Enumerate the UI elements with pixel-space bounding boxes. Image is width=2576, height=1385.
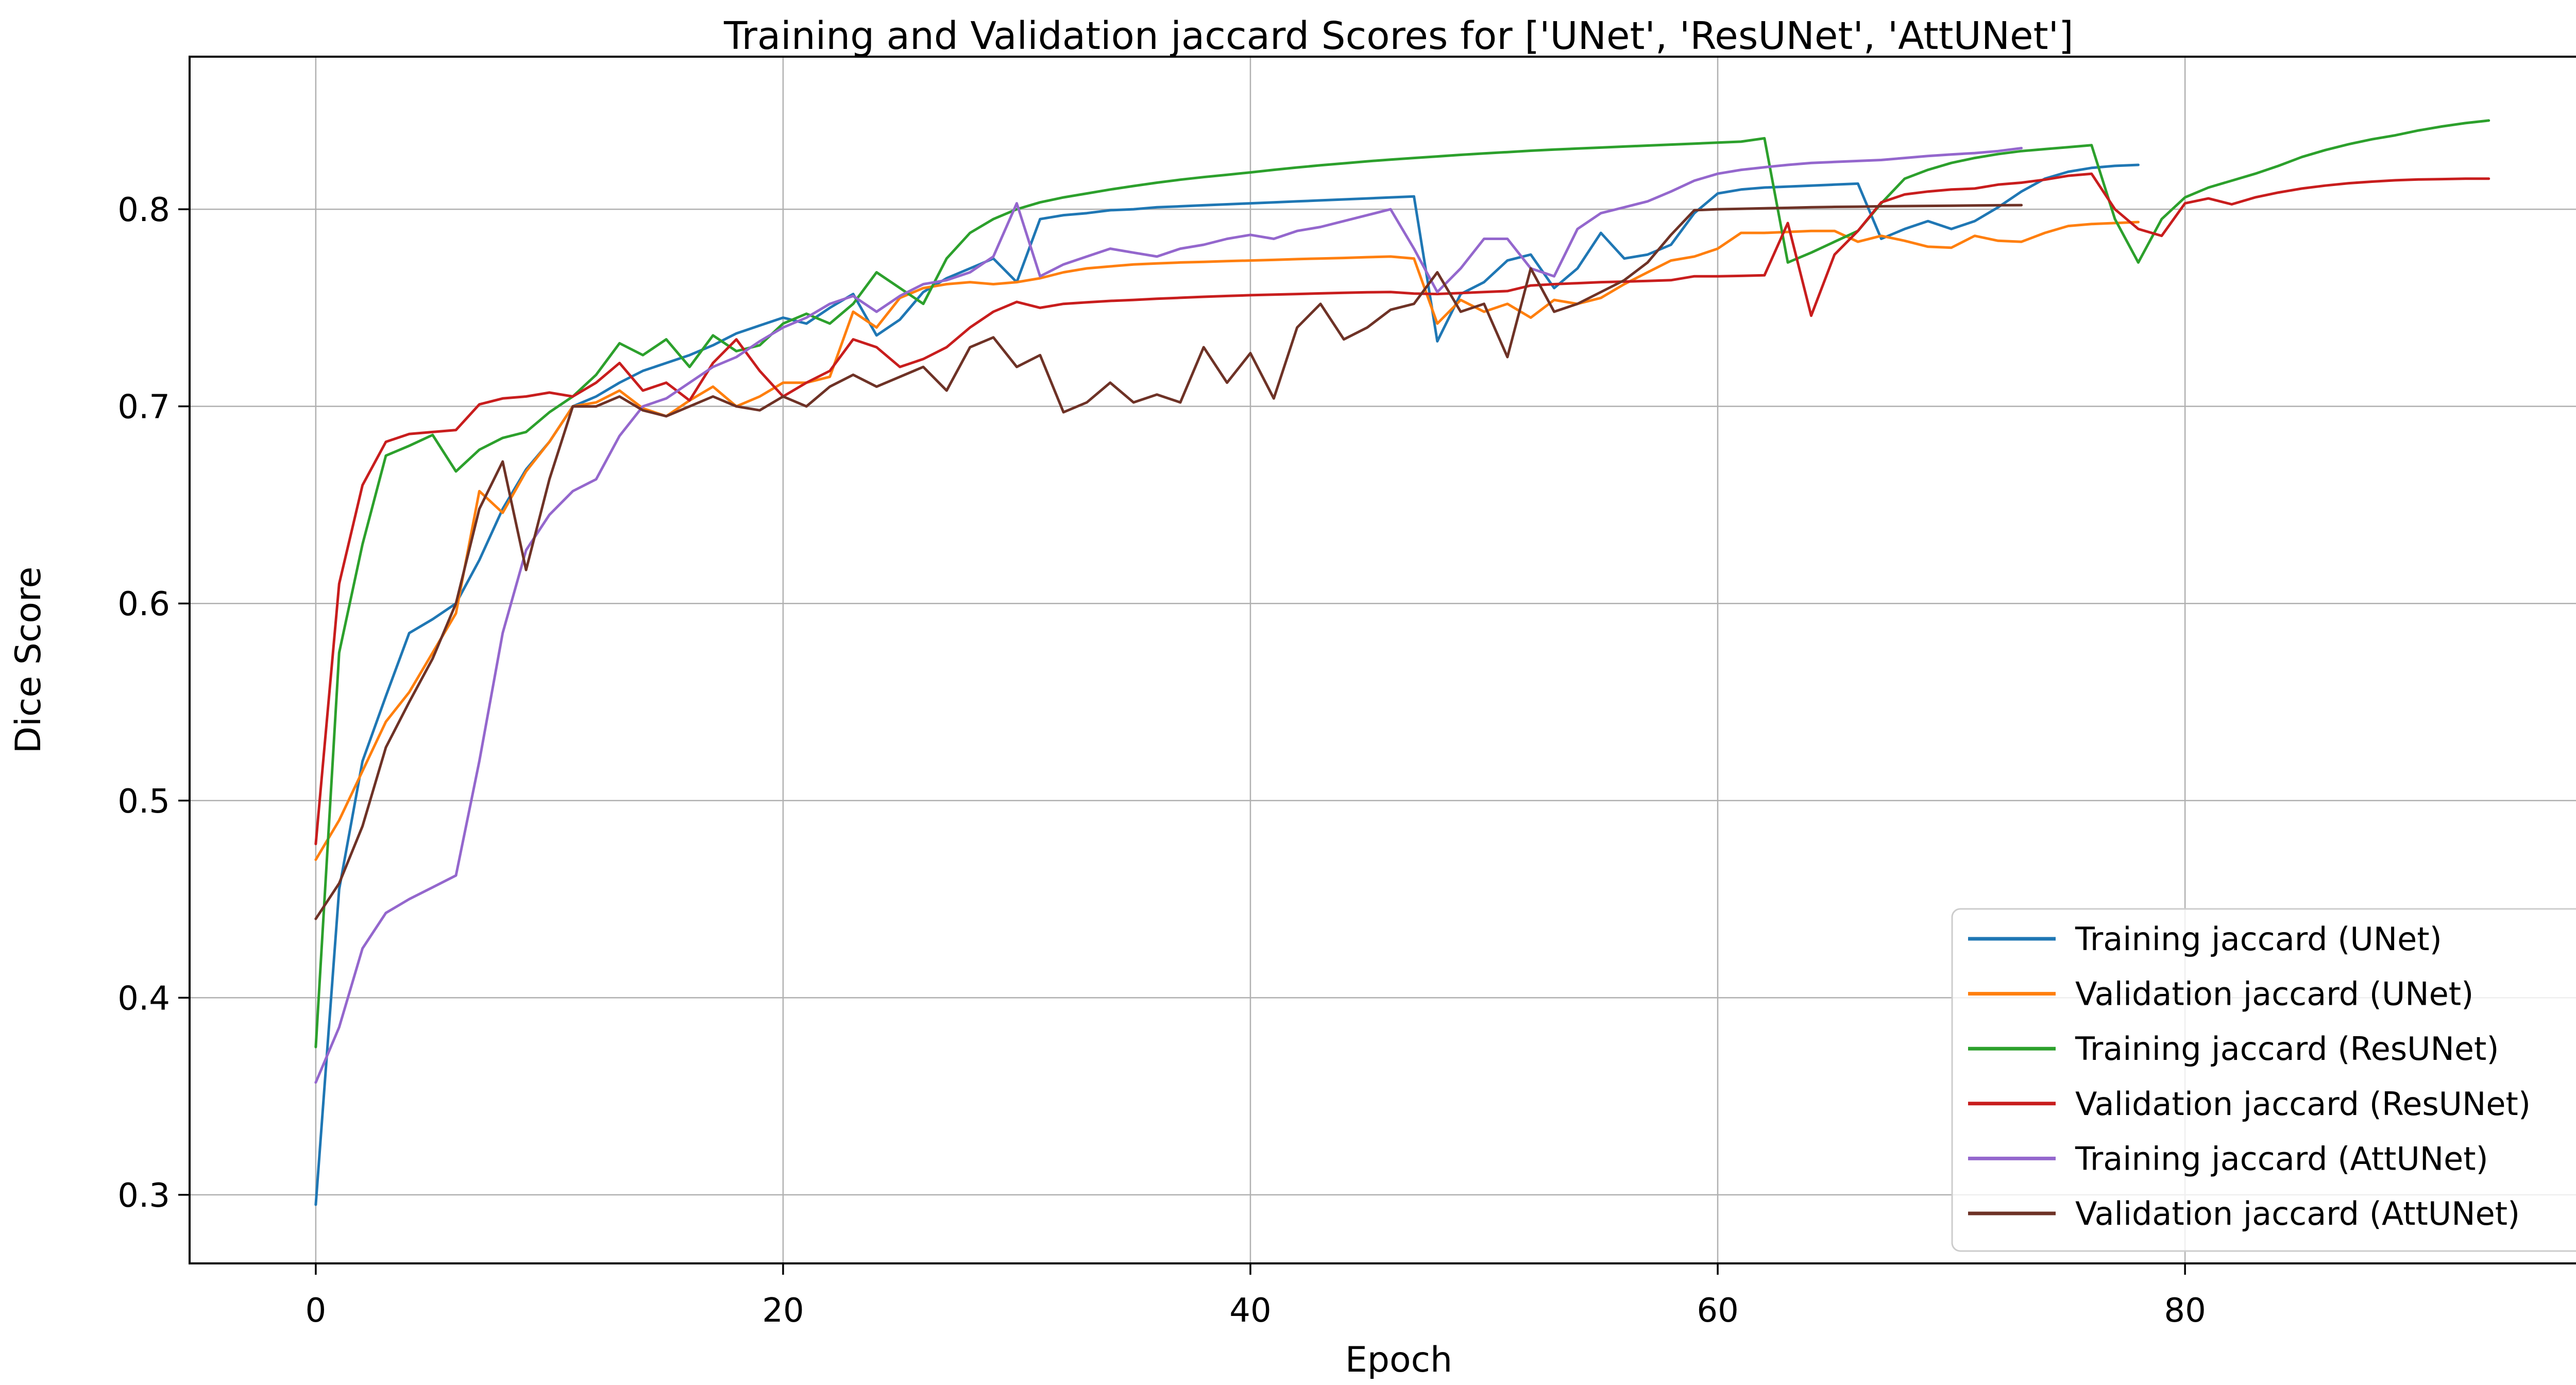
y-tick-label: 0.5	[117, 783, 170, 821]
legend-item: Training jaccard (ResUNet)	[1968, 1030, 2499, 1068]
legend-label: Validation jaccard (UNet)	[2075, 975, 2473, 1013]
y-tick-label: 0.6	[117, 585, 170, 623]
axes-spines	[189, 56, 2576, 1264]
y-tick-label: 0.3	[117, 1177, 170, 1215]
series-line-training-jaccard-resunet	[314, 119, 2490, 1049]
x-tick-label: 40	[1229, 1292, 1271, 1330]
x-tick-label: 60	[1697, 1292, 1738, 1330]
y-tick-label: 0.8	[117, 191, 170, 229]
y-axis-label: Dice Score	[8, 567, 49, 754]
y-tick-label: 0.4	[117, 979, 170, 1018]
series-line-training-jaccard-unet	[314, 163, 2140, 1206]
legend-label: Training jaccard (ResUNet)	[2075, 1030, 2499, 1068]
legend-label: Validation jaccard (AttUNet)	[2075, 1195, 2520, 1232]
x-tick-label: 20	[762, 1292, 804, 1330]
axis-ticks	[178, 208, 2186, 1275]
legend-frame	[1951, 908, 2576, 1252]
x-tick-label: 80	[2164, 1292, 2206, 1330]
x-tick-label: 0	[306, 1292, 327, 1330]
legend-label: Validation jaccard (ResUNet)	[2075, 1085, 2531, 1123]
legend: Training jaccard (UNet) Validation jaccar…	[1951, 908, 2576, 1252]
plot-frame	[189, 56, 2576, 1264]
legend-label: Training jaccard (AttUNet)	[2075, 1140, 2488, 1177]
chart-title: Training and Validation jaccard Scores f…	[723, 14, 2074, 58]
legend-item: Validation jaccard (ResUNet)	[1968, 1085, 2531, 1123]
legend-item: Training jaccard (UNet)	[1968, 920, 2442, 958]
y-tick-label: 0.7	[117, 389, 170, 427]
series-line-training-jaccard-attunet	[314, 147, 2023, 1084]
series-line-validation-jaccard-resunet	[314, 172, 2490, 846]
legend-item: Validation jaccard (UNet)	[1968, 975, 2473, 1013]
tick-labels: 0 20 40 60 80 0.3 0.4 0.5 0.6 0.7 0.8	[117, 191, 2206, 1330]
series-lines	[314, 119, 2490, 1206]
x-axis-label: Epoch	[1345, 1340, 1452, 1380]
series-line-validation-jaccard-attunet	[314, 204, 2023, 920]
legend-item: Training jaccard (AttUNet)	[1968, 1140, 2488, 1177]
legend-label: Training jaccard (UNet)	[2075, 920, 2442, 958]
series-line-validation-jaccard-unet	[314, 221, 2140, 861]
legend-item: Validation jaccard (AttUNet)	[1968, 1195, 2520, 1232]
